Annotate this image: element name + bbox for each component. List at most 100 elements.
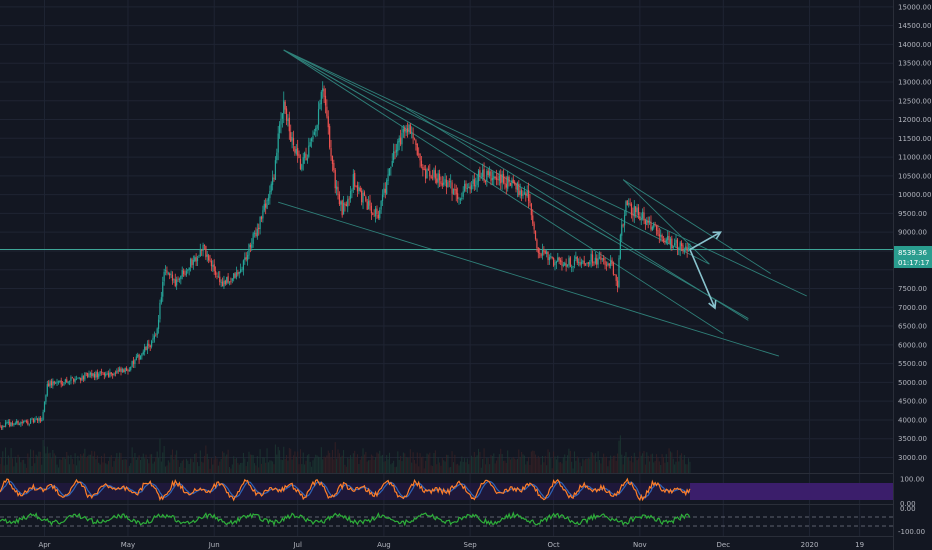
volume-bar xyxy=(42,439,44,473)
candle-body xyxy=(241,269,243,271)
price-tick-label: 6500.00 xyxy=(898,323,927,331)
trendline[interactable] xyxy=(622,179,710,265)
volume-bar xyxy=(354,450,356,473)
volume-bar xyxy=(678,461,680,473)
candle-body xyxy=(70,377,72,381)
volume-bar xyxy=(73,464,75,473)
candle-body xyxy=(120,368,122,372)
volume-bar xyxy=(358,463,360,473)
volume-bar xyxy=(284,459,286,473)
candle-body xyxy=(283,100,285,114)
projection-down-arrow-shaft[interactable] xyxy=(689,249,716,309)
trendline[interactable] xyxy=(283,49,710,265)
projection-up-arrow-shaft[interactable] xyxy=(689,231,721,251)
volume-bar xyxy=(347,457,349,473)
candle-body xyxy=(558,257,560,261)
candle-body xyxy=(177,278,179,280)
volume-bar xyxy=(434,450,436,473)
candle-body xyxy=(546,251,548,255)
volume-bar xyxy=(324,457,326,473)
volume-bar xyxy=(292,455,294,473)
volume-bar xyxy=(306,455,308,473)
candle-body xyxy=(11,422,14,425)
candle-body xyxy=(607,263,609,265)
candle-body xyxy=(680,243,683,246)
volume-bar xyxy=(380,455,382,473)
volume-bar xyxy=(476,455,478,473)
volume-bar xyxy=(604,457,606,473)
volume-bar xyxy=(541,455,543,473)
time-tick-label: Aug xyxy=(377,541,391,549)
volume-bar xyxy=(216,458,218,473)
trendline[interactable] xyxy=(283,49,724,334)
volume-bar xyxy=(53,453,55,473)
volume-bar xyxy=(241,462,243,473)
volume-bar xyxy=(44,446,46,473)
candle-body xyxy=(169,273,171,276)
volume-bar xyxy=(217,465,219,473)
volume-bar xyxy=(611,458,613,473)
volume-bar xyxy=(498,454,500,473)
candle-body xyxy=(35,418,37,420)
volume-bar xyxy=(605,456,607,473)
volume-bar xyxy=(423,468,425,473)
candle-body xyxy=(648,220,651,223)
volume-bar xyxy=(0,463,1,473)
projection-down-arrow-head[interactable] xyxy=(708,299,717,310)
trendline[interactable] xyxy=(622,179,771,274)
candle-body xyxy=(572,265,574,267)
volume-bar xyxy=(414,459,416,473)
volume-bar xyxy=(287,460,289,473)
candle-body xyxy=(119,368,121,372)
price-tick-label: 13500.00 xyxy=(898,60,931,68)
candle-body xyxy=(167,273,169,275)
candle-body xyxy=(14,423,16,425)
candle-body xyxy=(443,182,445,185)
candle-body xyxy=(374,208,377,217)
projection-up-arrow-head[interactable] xyxy=(712,231,722,240)
volume-bar xyxy=(67,455,69,473)
candle-body xyxy=(571,267,573,269)
volume-bar xyxy=(173,459,175,473)
trendline[interactable] xyxy=(283,49,613,241)
time-axis[interactable]: Apr May Jun Jul Aug Sep Oct Nov Dec 2020 19 xyxy=(38,541,864,549)
candle-body xyxy=(0,424,1,428)
candle-body xyxy=(548,257,551,261)
time-tick-label: Nov xyxy=(633,541,647,549)
candle-body xyxy=(329,126,331,148)
volume-bar xyxy=(341,455,343,473)
volume-bar xyxy=(123,459,125,473)
volume-bar xyxy=(674,464,676,473)
trendline[interactable] xyxy=(405,107,749,321)
candle-body xyxy=(359,188,361,192)
volume-bar xyxy=(500,448,502,473)
candle-body xyxy=(587,262,589,264)
volume-bar xyxy=(116,453,118,473)
trendline[interactable] xyxy=(278,201,780,357)
candle-body xyxy=(540,253,542,257)
volume-bar xyxy=(124,459,126,473)
candle-body xyxy=(59,380,61,382)
candle-body xyxy=(219,276,221,283)
candle-body xyxy=(284,101,286,110)
volume-bar xyxy=(81,455,83,473)
price-tick-label: 4500.00 xyxy=(898,398,927,406)
volume-bar xyxy=(366,461,368,473)
price-axis[interactable]: 15000.00 14500.00 14000.00 13500.00 13000.00… xyxy=(898,3,931,462)
candle-body xyxy=(117,370,119,372)
candle-body xyxy=(399,137,402,145)
candle-body xyxy=(42,411,44,421)
volume-bar xyxy=(639,451,641,473)
candle-body xyxy=(484,180,487,182)
candle-body xyxy=(349,191,352,199)
trendline[interactable] xyxy=(283,49,807,297)
annotations[interactable] xyxy=(689,231,722,310)
volume-bar xyxy=(41,464,43,473)
candle-body xyxy=(519,190,521,195)
volume-bar xyxy=(397,451,399,473)
candle-body xyxy=(281,113,283,119)
volume-bar xyxy=(682,459,684,473)
candle-body xyxy=(116,370,118,374)
volume-bar xyxy=(660,464,662,473)
